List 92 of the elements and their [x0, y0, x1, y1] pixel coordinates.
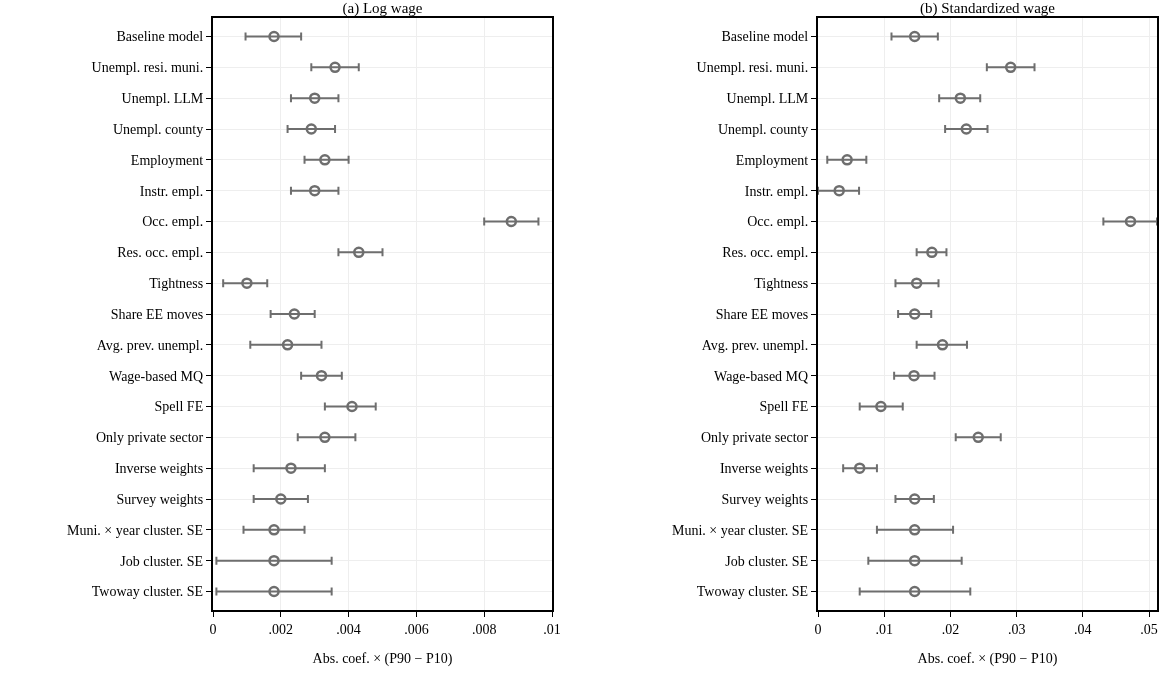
y-tick-label: Occ. empl.: [142, 214, 204, 230]
point: [329, 61, 341, 74]
y-tick-label: Baseline model: [116, 29, 204, 45]
y-tick-label: Inverse weights: [719, 461, 809, 477]
x-tick-label: 0: [814, 621, 822, 637]
x-tick-label: .03: [1007, 621, 1026, 637]
x-axis-title: Abs. coef. × (P90 − P10): [917, 651, 1058, 667]
y-tick-label: Share EE moves: [715, 306, 809, 322]
x-tick-label: .01: [875, 621, 893, 637]
point: [1124, 215, 1137, 228]
point: [268, 30, 280, 43]
point: [908, 30, 921, 43]
y-tick-label: Unempl. resi. muni.: [91, 60, 204, 76]
point: [908, 308, 921, 320]
chart-title: (b) Standardized wage: [920, 0, 1056, 17]
y-tick-label: Baseline model: [721, 29, 809, 45]
y-tick-label: Survey weights: [116, 491, 204, 507]
x-axis-title: Abs. coef. × (P90 − P10): [312, 651, 453, 667]
point: [275, 493, 287, 505]
point: [308, 92, 321, 104]
point: [1004, 61, 1017, 74]
point: [853, 462, 866, 474]
y-tick-label: Survey weights: [721, 491, 809, 507]
point: [954, 92, 967, 104]
y-tick-label: Unempl. county: [717, 121, 809, 137]
x-tick-label: 0: [209, 621, 217, 637]
x-tick-label: .04: [1074, 621, 1092, 637]
chart-title: (a) Log wage: [342, 0, 423, 17]
point: [926, 246, 938, 259]
point: [315, 369, 328, 382]
y-tick-label: Avg. prev. unempl.: [701, 337, 809, 353]
y-tick-label: Avg. prev. unempl.: [96, 337, 204, 353]
x-tick-label: .05: [1140, 621, 1158, 637]
point: [305, 123, 318, 135]
y-tick-label: Job cluster. SE: [120, 553, 204, 569]
x-tick-label: .02: [941, 621, 960, 637]
y-tick-label: Job cluster. SE: [725, 553, 809, 569]
x-tick-label: .002: [268, 621, 294, 637]
y-tick-label: Res. occ. empl.: [722, 245, 809, 261]
y-tick-label: Muni. × year cluster. SE: [66, 522, 204, 538]
point: [972, 431, 984, 444]
point: [505, 215, 518, 228]
point: [268, 524, 280, 536]
y-tick-label: Twoway cluster. SE: [696, 584, 809, 600]
point: [288, 308, 301, 320]
y-tick-label: Wage-based MQ: [714, 368, 809, 384]
point: [241, 277, 253, 289]
x-tick-label: .004: [336, 621, 361, 637]
point: [908, 369, 920, 382]
y-tick-label: Tightness: [754, 276, 809, 292]
point: [308, 184, 321, 197]
x-tick-label: .008: [471, 621, 497, 637]
point: [841, 154, 853, 166]
y-tick-label: Only private sector: [95, 430, 204, 446]
y-tick-label: Wage-based MQ: [109, 368, 204, 384]
y-tick-label: Occ. empl.: [747, 214, 809, 230]
point: [908, 524, 921, 536]
y-tick-label: Instr. empl.: [744, 183, 809, 199]
point: [875, 400, 887, 413]
y-tick-label: Unempl. resi. muni.: [696, 60, 809, 76]
point: [908, 585, 921, 598]
x-tick-label: .006: [404, 621, 429, 637]
point: [319, 431, 331, 444]
point: [319, 154, 331, 166]
x-tick-label: .01: [543, 621, 561, 637]
point: [833, 184, 845, 197]
point: [960, 123, 973, 135]
y-tick-label: Share EE moves: [110, 306, 204, 322]
point: [908, 554, 921, 567]
y-tick-label: Tightness: [149, 276, 204, 292]
point: [281, 339, 294, 351]
point: [346, 400, 358, 413]
point: [285, 462, 297, 474]
y-tick-label: Unempl. LLM: [121, 91, 204, 107]
y-tick-label: Employment: [130, 152, 204, 168]
point: [268, 585, 280, 598]
y-tick-label: Instr. empl.: [139, 183, 204, 199]
point: [268, 554, 280, 567]
y-tick-label: Spell FE: [154, 399, 204, 415]
y-tick-label: Inverse weights: [114, 461, 204, 477]
y-tick-label: Unempl. LLM: [726, 91, 809, 107]
y-tick-label: Twoway cluster. SE: [91, 584, 204, 600]
y-tick-label: Spell FE: [759, 399, 809, 415]
y-tick-label: Muni. × year cluster. SE: [671, 522, 809, 538]
y-tick-label: Employment: [735, 152, 809, 168]
point: [936, 339, 949, 351]
y-tick-label: Res. occ. empl.: [117, 245, 204, 261]
point: [353, 246, 365, 259]
y-tick-label: Only private sector: [700, 430, 809, 446]
point: [910, 277, 923, 289]
y-tick-label: Unempl. county: [112, 121, 204, 137]
point: [908, 493, 921, 505]
